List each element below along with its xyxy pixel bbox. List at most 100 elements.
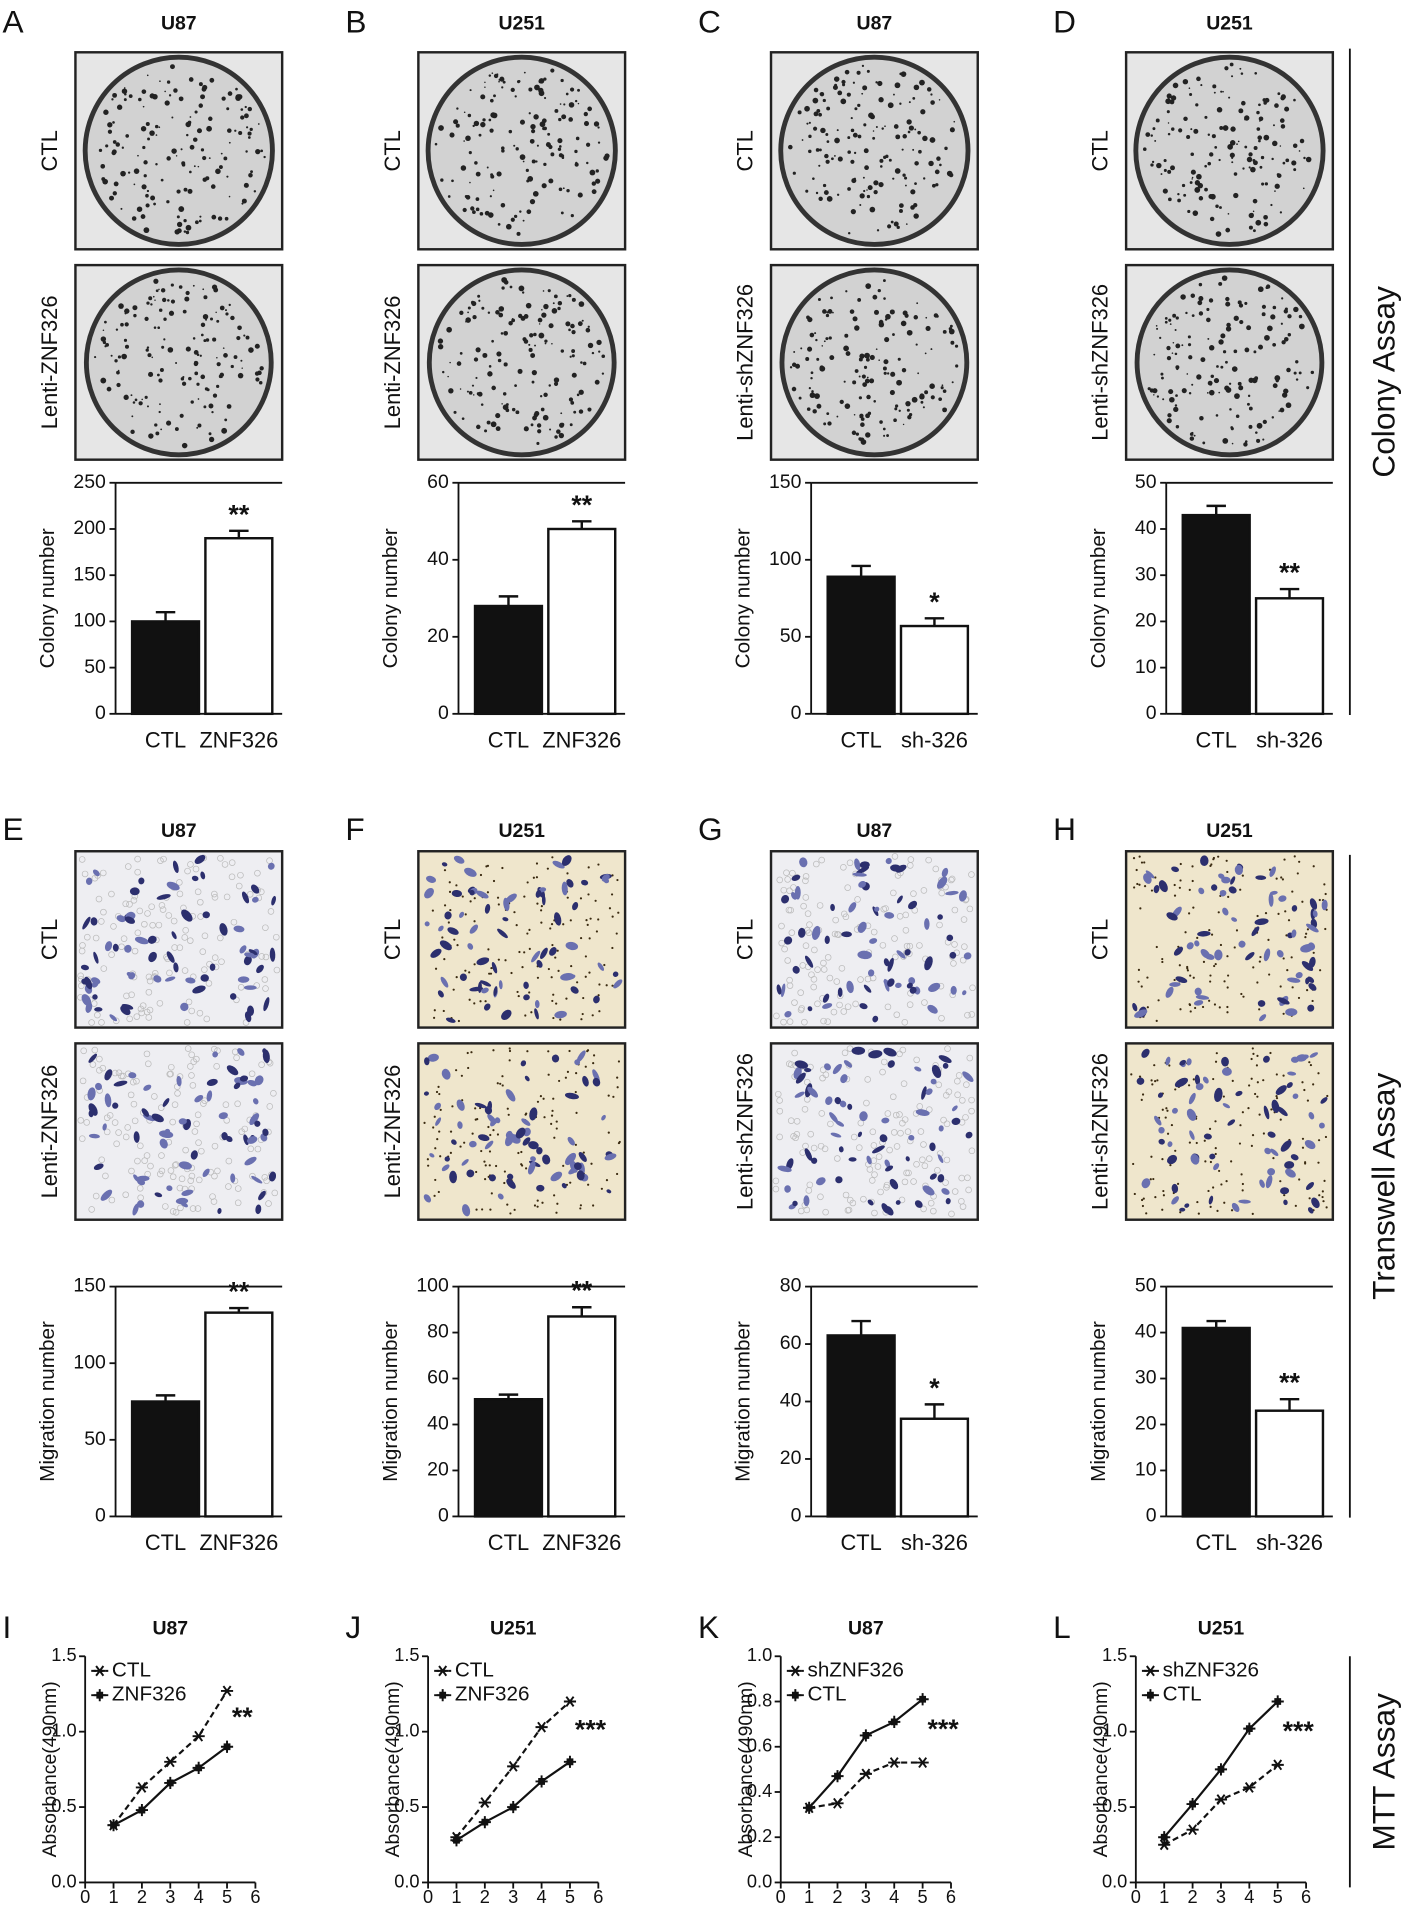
colony <box>844 403 851 409</box>
pore <box>866 1166 874 1173</box>
colony <box>571 354 575 358</box>
pore <box>267 908 275 915</box>
bar <box>1254 1409 1325 1518</box>
colony <box>1215 204 1219 208</box>
pore <box>1155 1019 1158 1022</box>
pore <box>595 930 599 933</box>
pore <box>234 1185 242 1192</box>
cell <box>783 936 793 945</box>
pore <box>586 923 589 926</box>
pore <box>597 994 600 997</box>
colony <box>837 90 843 96</box>
pore <box>841 910 848 918</box>
cell <box>863 984 872 993</box>
colony <box>161 345 165 349</box>
colony <box>1250 166 1256 173</box>
colony <box>202 288 205 291</box>
cell <box>931 1064 942 1079</box>
significance: * <box>929 1373 940 1403</box>
pore <box>1154 1080 1157 1083</box>
pore <box>78 856 86 863</box>
y-tick-label: 0.6 <box>747 1735 772 1756</box>
colony <box>873 400 876 403</box>
cell <box>1158 880 1168 893</box>
pore <box>1291 986 1294 989</box>
pore <box>920 1205 927 1213</box>
colony <box>167 299 170 302</box>
category-label: sh-326 <box>1256 1530 1323 1555</box>
cell <box>247 1079 257 1087</box>
y-tick-label: 20 <box>780 1447 802 1469</box>
cell <box>206 1078 218 1086</box>
colony <box>948 327 953 331</box>
colony <box>1234 393 1240 399</box>
colony <box>910 205 915 210</box>
colony <box>580 361 583 364</box>
colony <box>1258 116 1264 122</box>
colony <box>532 190 539 197</box>
cell <box>137 1200 145 1208</box>
pore <box>1324 1135 1328 1139</box>
pore <box>449 1151 452 1154</box>
pore <box>463 1141 466 1144</box>
colony <box>806 122 809 125</box>
colony <box>455 123 460 128</box>
pore <box>459 1145 462 1148</box>
pore <box>1297 996 1301 1000</box>
colony <box>141 89 147 94</box>
cell <box>90 917 98 926</box>
pore <box>902 927 910 934</box>
cell <box>441 1164 450 1172</box>
pore <box>120 935 128 942</box>
pore <box>122 900 129 908</box>
colony <box>537 429 542 434</box>
pore <box>528 991 531 994</box>
cell <box>102 1123 107 1131</box>
pore <box>1178 964 1181 967</box>
pore <box>433 1009 436 1012</box>
pore <box>803 1206 811 1214</box>
y-axis-label: Colony number <box>379 528 402 668</box>
pore <box>80 1047 87 1055</box>
colony <box>548 144 553 150</box>
colony <box>111 150 117 156</box>
legend-label: shZNF326 <box>1163 1658 1259 1681</box>
photo <box>417 1042 627 1221</box>
colony <box>1286 390 1289 393</box>
pore <box>896 913 904 920</box>
pore <box>1156 1079 1159 1082</box>
pore <box>475 1170 478 1174</box>
pore <box>235 882 243 890</box>
pore <box>158 1152 165 1159</box>
colony <box>857 298 862 302</box>
colony <box>260 149 264 153</box>
cell <box>570 986 579 994</box>
colony <box>488 118 492 122</box>
pore <box>176 944 184 951</box>
pore <box>1139 907 1142 910</box>
colony <box>473 357 479 362</box>
pore <box>486 891 490 894</box>
cell <box>159 1138 168 1149</box>
pore <box>557 969 560 972</box>
data-marker <box>803 1801 816 1814</box>
pore <box>849 1199 857 1207</box>
colony <box>823 190 829 196</box>
cell <box>476 957 490 966</box>
colony <box>434 142 438 146</box>
colony <box>1242 167 1245 170</box>
colony <box>1212 84 1217 89</box>
cell <box>1321 899 1328 911</box>
colony <box>230 364 234 369</box>
pore <box>597 863 600 866</box>
colony <box>845 290 848 293</box>
pore <box>143 1050 151 1058</box>
data-marker <box>450 1834 463 1847</box>
cell <box>1276 949 1284 958</box>
colony <box>1208 298 1214 303</box>
pore <box>785 1060 793 1068</box>
cell <box>148 951 157 963</box>
cell <box>930 1078 937 1085</box>
cell <box>251 1175 263 1184</box>
colony <box>521 291 525 294</box>
